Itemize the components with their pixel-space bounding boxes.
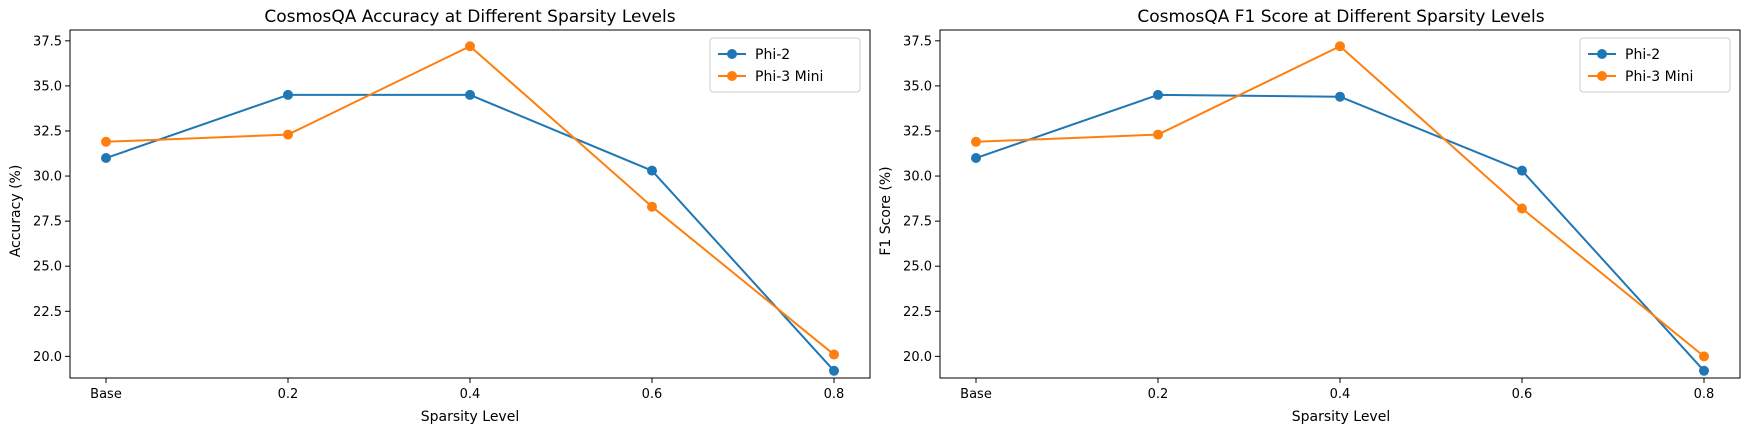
y-tick-label: 22.5 <box>33 305 62 320</box>
y-tick-label: 35.0 <box>903 79 932 94</box>
y-tick-label: 27.5 <box>903 215 932 230</box>
legend-label: Phi-3 Mini <box>755 69 823 85</box>
data-point <box>971 153 981 164</box>
y-axis-label: Accuracy (%) <box>8 165 24 258</box>
x-tick-label: 0.6 <box>642 387 663 402</box>
x-tick-label: Base <box>960 387 992 402</box>
legend-label: Phi-2 <box>1625 47 1660 63</box>
chart-title: CosmosQA F1 Score at Different Sparsity … <box>1137 7 1544 27</box>
y-tick-label: 27.5 <box>33 215 62 230</box>
x-tick-label: 0.2 <box>278 387 299 402</box>
x-tick-label: 0.8 <box>824 387 845 402</box>
series-line-phi-2 <box>975 93 1705 372</box>
y-tick-label: 30.0 <box>33 170 62 185</box>
data-point <box>647 165 657 176</box>
chart-f1-score: CosmosQA F1 Score at Different Sparsity … <box>878 7 1741 425</box>
legend-box <box>1579 37 1731 93</box>
series-line-phi-2 <box>105 93 835 372</box>
data-point <box>283 129 293 140</box>
data-point <box>1153 89 1163 100</box>
data-point <box>647 201 657 212</box>
legend-marker <box>1597 71 1607 81</box>
legend-marker <box>727 71 737 81</box>
legend-marker <box>1597 49 1607 59</box>
y-tick-label: 30.0 <box>903 170 932 185</box>
legend: Phi-2 Phi-3 Mini <box>1579 37 1731 93</box>
y-tick-label: 25.0 <box>33 260 62 275</box>
x-tick-label: 0.4 <box>1330 387 1351 402</box>
y-axis-label: F1 Score (%) <box>878 166 894 255</box>
x-tick-label: 0.2 <box>1148 387 1169 402</box>
y-tick-label: 25.0 <box>903 260 932 275</box>
data-point <box>101 153 111 164</box>
legend-box <box>709 37 861 93</box>
x-tick-label: 0.6 <box>1512 387 1533 402</box>
y-tick-label: 35.0 <box>33 79 62 94</box>
data-point <box>283 89 293 100</box>
chart-accuracy: CosmosQA Accuracy at Different Sparsity … <box>8 7 871 425</box>
legend-label: Phi-3 Mini <box>1625 69 1693 85</box>
data-point <box>1153 129 1163 140</box>
y-tick-label: 22.5 <box>903 305 932 320</box>
y-tick-label: 20.0 <box>903 350 932 365</box>
y-tick-label: 20.0 <box>33 350 62 365</box>
x-tick-label: Base <box>90 387 122 402</box>
y-tick-label: 37.5 <box>903 34 932 49</box>
data-point <box>1699 351 1709 362</box>
data-point <box>465 41 475 52</box>
data-point <box>1699 365 1709 376</box>
x-tick-label: 0.8 <box>1694 387 1715 402</box>
data-point <box>1517 165 1527 176</box>
legend: Phi-2 Phi-3 Mini <box>709 37 861 93</box>
chart-title: CosmosQA Accuracy at Different Sparsity … <box>264 7 675 27</box>
data-point <box>1335 91 1345 102</box>
data-point <box>101 136 111 147</box>
legend-marker <box>727 49 737 59</box>
x-axis-label: Sparsity Level <box>1292 409 1390 425</box>
data-point <box>1517 203 1527 214</box>
x-axis-label: Sparsity Level <box>421 409 519 425</box>
data-point <box>971 136 981 147</box>
data-point <box>465 89 475 100</box>
y-tick-label: 32.5 <box>33 124 62 139</box>
data-point <box>829 349 839 360</box>
data-point <box>829 365 839 376</box>
x-tick-label: 0.4 <box>460 387 481 402</box>
data-point <box>1335 41 1345 52</box>
y-tick-label: 37.5 <box>33 34 62 49</box>
legend-label: Phi-2 <box>755 47 790 63</box>
y-tick-label: 32.5 <box>903 124 932 139</box>
